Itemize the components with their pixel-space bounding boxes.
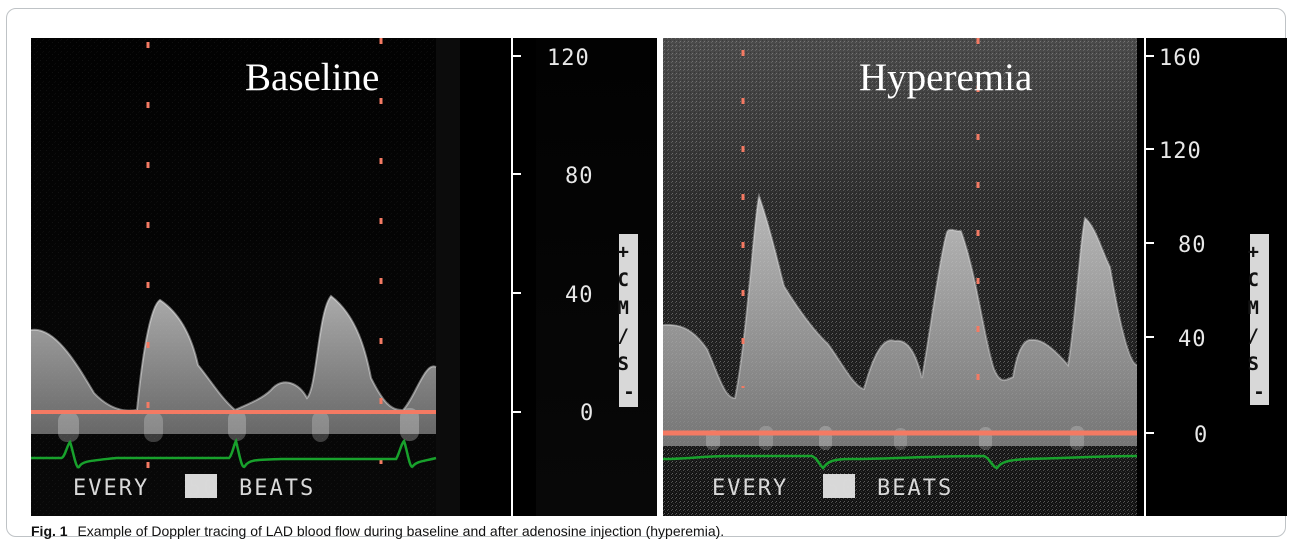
doppler-baseline-image: Baseline 120 80 40 0 + C M / S - EVERY 5… (31, 38, 657, 516)
baseline-y-label-120: 120 (547, 46, 590, 71)
doppler-hyperemia-image: Hyperemia 160 120 80 40 0 + C M / S - EV… (663, 38, 1287, 516)
hyperemia-footer-value-box (823, 474, 855, 498)
baseline-guide-markers (146, 38, 383, 473)
baseline-y-label-0: 0 (580, 401, 594, 426)
baseline-title: Baseline (245, 56, 379, 99)
hyperemia-y-label-160: 160 (1159, 46, 1202, 71)
hyperemia-footer-prefix: EVERY (712, 476, 788, 501)
baseline-y-label-40: 40 (565, 283, 594, 308)
baseline-side-band (436, 38, 460, 516)
hyperemia-title: Hyperemia (859, 56, 1032, 99)
baseline-footer-value-box (185, 474, 217, 498)
baseline-ecg-trace (31, 437, 437, 469)
baseline-flow-envelope (31, 294, 437, 442)
hyperemia-ecg-trace (663, 454, 1138, 470)
baseline-footer-value: 50 (188, 476, 219, 501)
hyperemia-y-label-120: 120 (1159, 139, 1202, 164)
hyperemia-y-label-80: 80 (1178, 233, 1207, 258)
hyperemia-unit-box (1250, 234, 1269, 405)
figure-caption-label: Fig. 1 (31, 523, 68, 539)
baseline-footer-suffix: BEATS (239, 476, 315, 501)
figure-frame: Baseline 120 80 40 0 + C M / S - EVERY 5… (6, 8, 1287, 540)
doppler-panel-hyperemia: Hyperemia 160 120 80 40 0 + C M / S - EV… (663, 38, 1287, 516)
figure-caption-text: Example of Doppler tracing of LAD blood … (77, 523, 725, 539)
hyperemia-footer-suffix: BEATS (877, 476, 953, 501)
hyperemia-unit-label: + C M / S - (1248, 241, 1271, 403)
baseline-unit-label: + C M / S - (618, 241, 641, 403)
hyperemia-y-label-0: 0 (1194, 423, 1208, 448)
baseline-unit-box (619, 234, 638, 407)
baseline-scale-zone (460, 38, 536, 516)
hyperemia-footer-value: 50 (826, 476, 857, 501)
hyperemia-guide-markers (741, 38, 980, 388)
doppler-panel-baseline: Baseline 120 80 40 0 + C M / S - EVERY 5… (31, 38, 657, 516)
hyperemia-y-label-40: 40 (1178, 327, 1207, 352)
baseline-y-label-80: 80 (565, 164, 594, 189)
baseline-noise (31, 38, 436, 516)
figure-caption: Fig. 1 Example of Doppler tracing of LAD… (31, 522, 1271, 540)
baseline-footer-prefix: EVERY (73, 476, 149, 501)
